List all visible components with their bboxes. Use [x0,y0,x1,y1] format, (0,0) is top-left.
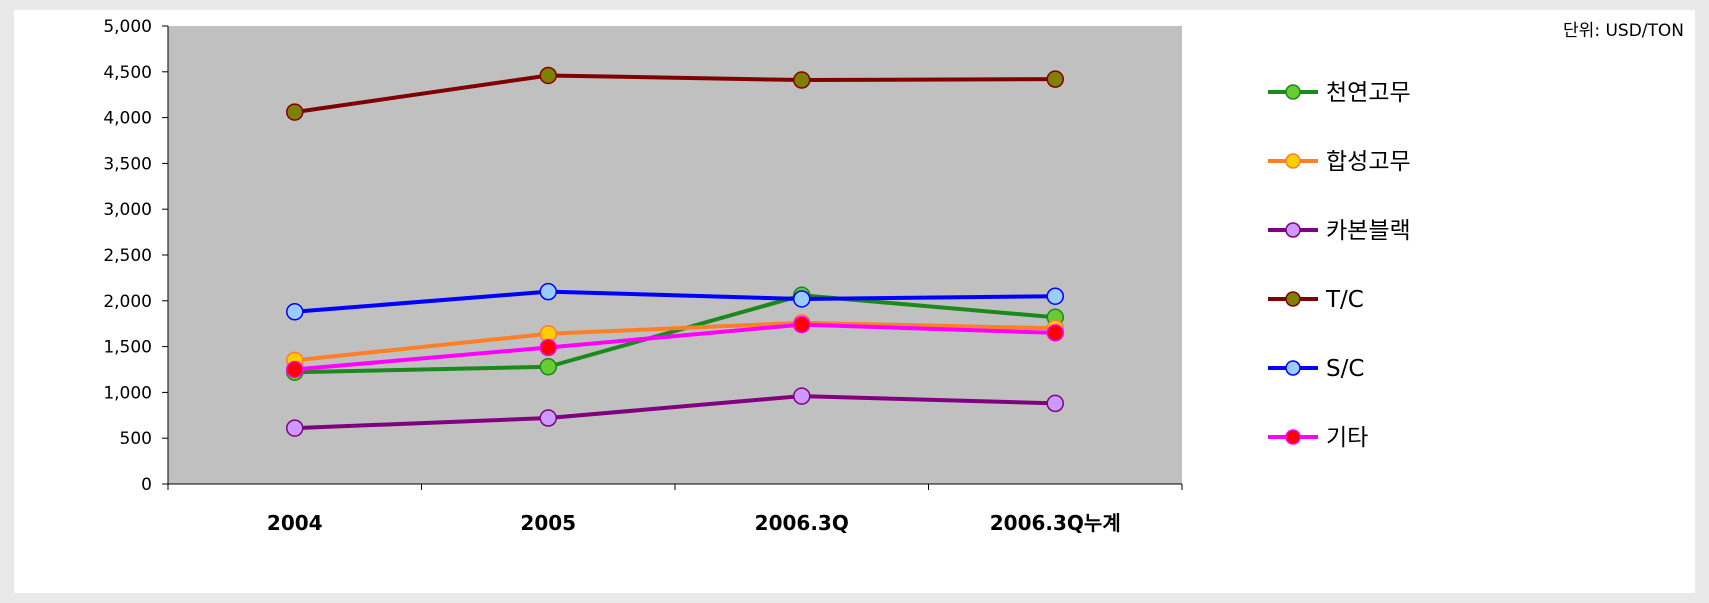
series-line [294,289,1056,314]
data-point [793,290,811,308]
x-tick-label: 2006.3Q누계 [990,511,1121,535]
unit-label: 단위: USD/TON [1563,21,1684,41]
legend-label: S/C [1326,356,1364,382]
data-point [539,66,557,85]
plot-background [168,26,1182,484]
data-point [286,303,304,321]
y-tick-label: 1,000 [103,383,152,403]
data-point [286,419,304,437]
data-point [1046,287,1064,305]
y-tick-label: 3,000 [103,200,152,220]
legend-swatch-marker [1285,153,1301,169]
data-point [1046,70,1064,88]
series-line [294,293,1056,375]
plot-area [168,26,1182,484]
legend-swatch-marker [1285,360,1301,376]
legend-swatch-marker [1285,84,1301,100]
x-tick-label: 2005 [520,511,576,535]
series-line [294,73,1056,115]
data-point [539,282,557,301]
data-point [1046,394,1064,413]
axes: 0 500 1,000 1,500 2,000 2,500 3,000 3,500 4,000 4… [103,17,1183,535]
legend-label: T/C [1325,287,1364,313]
y-tick-label: 1,500 [103,338,152,358]
series-lines [286,66,1064,437]
x-tick-label: 2006.3Q [755,511,849,535]
legend-label: 천연고무 [1326,80,1411,106]
y-tick-label: 5,000 [103,17,152,37]
x-tick-label: 2004 [267,511,323,535]
y-tick-label: 2,500 [103,246,152,266]
series-line [294,320,1056,363]
legend-swatch-marker [1285,291,1301,307]
legend-label: 합성고무 [1326,149,1411,175]
data-point [793,71,811,89]
y-tick-label: 4,000 [103,109,152,129]
data-point [793,387,811,405]
data-point [539,338,557,357]
data-point [793,315,811,334]
legend-label: 기타 [1326,425,1368,451]
legend-swatch-marker [1285,429,1301,445]
series-line [294,322,1056,372]
data-point [286,360,304,379]
y-tick-label: 4,500 [103,63,152,83]
legend-label: 카본블랙 [1326,218,1411,244]
y-tick-label: 0 [141,475,152,495]
series-line [294,394,1056,431]
data-point [286,103,304,121]
data-point [1046,324,1064,342]
y-tick-label: 500 [120,429,152,449]
y-tick-label: 2,000 [103,292,152,312]
legend-swatch-marker [1285,222,1301,238]
data-point [539,409,557,427]
data-point [539,358,557,376]
y-tick-label: 3,500 [103,154,152,174]
